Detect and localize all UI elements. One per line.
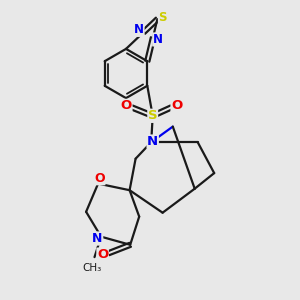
Text: O: O [171, 99, 182, 112]
Text: O: O [121, 99, 132, 112]
Text: S: S [148, 109, 158, 122]
Text: O: O [94, 172, 105, 185]
Text: N: N [92, 232, 103, 245]
Text: N: N [153, 33, 163, 46]
Text: N: N [147, 135, 158, 148]
Text: O: O [97, 248, 108, 261]
Text: N: N [134, 23, 144, 36]
Text: S: S [158, 11, 167, 24]
Text: CH₃: CH₃ [82, 262, 102, 273]
